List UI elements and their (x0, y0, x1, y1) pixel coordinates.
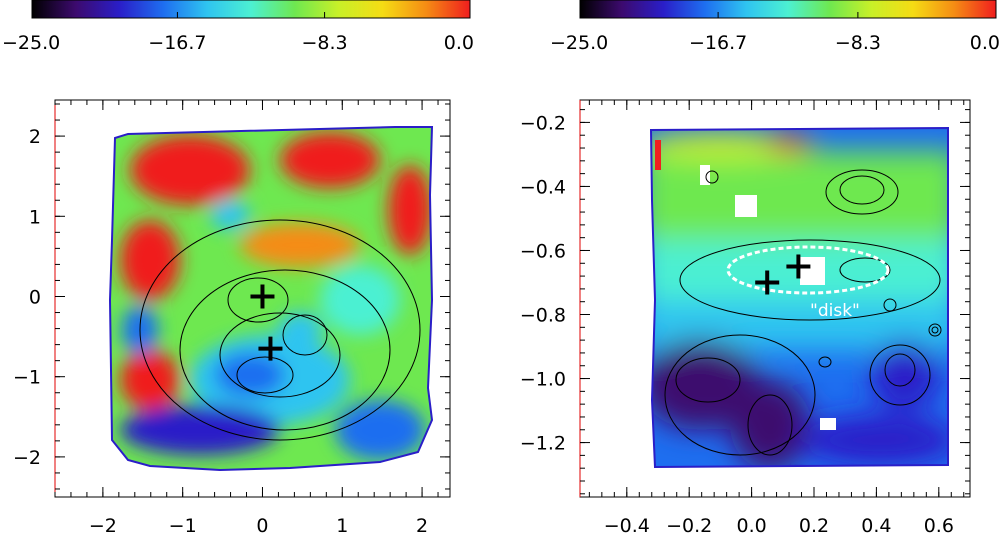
left-y-tick-label: 1 (29, 206, 41, 228)
right-x-tick-label: 0.4 (861, 515, 891, 537)
colorbar-right-tick-label: 0.0 (970, 32, 1000, 54)
colorbar-right-tick-label: −8.3 (835, 32, 881, 54)
right-heatmap (651, 128, 948, 467)
left-y-tick-label: 2 (29, 126, 41, 148)
right-x-tick-label: 0.0 (736, 515, 766, 537)
right-y-tick-label: −1.2 (520, 433, 566, 455)
right-y-tick-label: −1.0 (520, 369, 566, 391)
right-map-outline (649, 126, 949, 469)
colorbar-left-gradient (31, 0, 471, 19)
left-x-tick-label: −1 (169, 515, 197, 537)
right-x-tick-label: 0.6 (924, 515, 954, 537)
colorbar-left-tick-label: −16.7 (148, 32, 206, 54)
disk-annotation: "disk" (810, 301, 860, 321)
colorbar-right-tick-label: −25.0 (550, 32, 608, 54)
left-plus-marker (258, 336, 283, 361)
right-plus-marker (755, 270, 780, 295)
left-y-tick-label: 0 (29, 286, 41, 308)
right-panel: "disk" −0.4 −0.2 0.0 0.2 0.4 0.6 −0.2 −0.4 −0.6… (520, 99, 971, 537)
disk-region-ellipse (726, 245, 890, 295)
right-y-tick-label: −0.6 (520, 240, 566, 262)
colorbar-right-gradient (579, 0, 997, 19)
left-heatmap (110, 127, 432, 470)
left-y-tick-label: −2 (13, 447, 41, 469)
right-contours (664, 169, 942, 456)
colorbar-right: −25.0 −16.7 −8.3 0.0 (550, 0, 1000, 54)
colorbar-left-tick-label: −8.3 (302, 32, 348, 54)
left-x-tick-label: 2 (416, 515, 428, 537)
right-y-tick-label: −0.2 (520, 112, 566, 134)
right-y-tick-label: −0.4 (520, 176, 566, 198)
left-panel: −2 −1 0 1 2 2 1 0 −1 −2 (13, 99, 451, 537)
left-y-tick-label: −1 (13, 367, 41, 389)
colorbar-left-tick-label: 0.0 (444, 32, 474, 54)
left-contours (139, 219, 421, 441)
colorbar-left-tick-label: −25.0 (2, 32, 60, 54)
left-map-outline (108, 126, 434, 472)
right-plus-marker (786, 254, 811, 279)
left-x-tick-label: −2 (89, 515, 117, 537)
colorbar-right-tick-label: −16.7 (689, 32, 747, 54)
right-x-tick-label: 0.2 (799, 515, 829, 537)
left-x-tick-label: 1 (336, 515, 348, 537)
left-x-tick-label: 0 (256, 515, 268, 537)
right-y-tick-label: −0.8 (520, 305, 566, 327)
right-x-tick-label: −0.4 (604, 515, 650, 537)
colorbar-left: −25.0 −16.7 −8.3 0.0 (2, 0, 474, 54)
right-x-tick-label: −0.2 (666, 515, 712, 537)
left-plus-marker (250, 284, 275, 309)
